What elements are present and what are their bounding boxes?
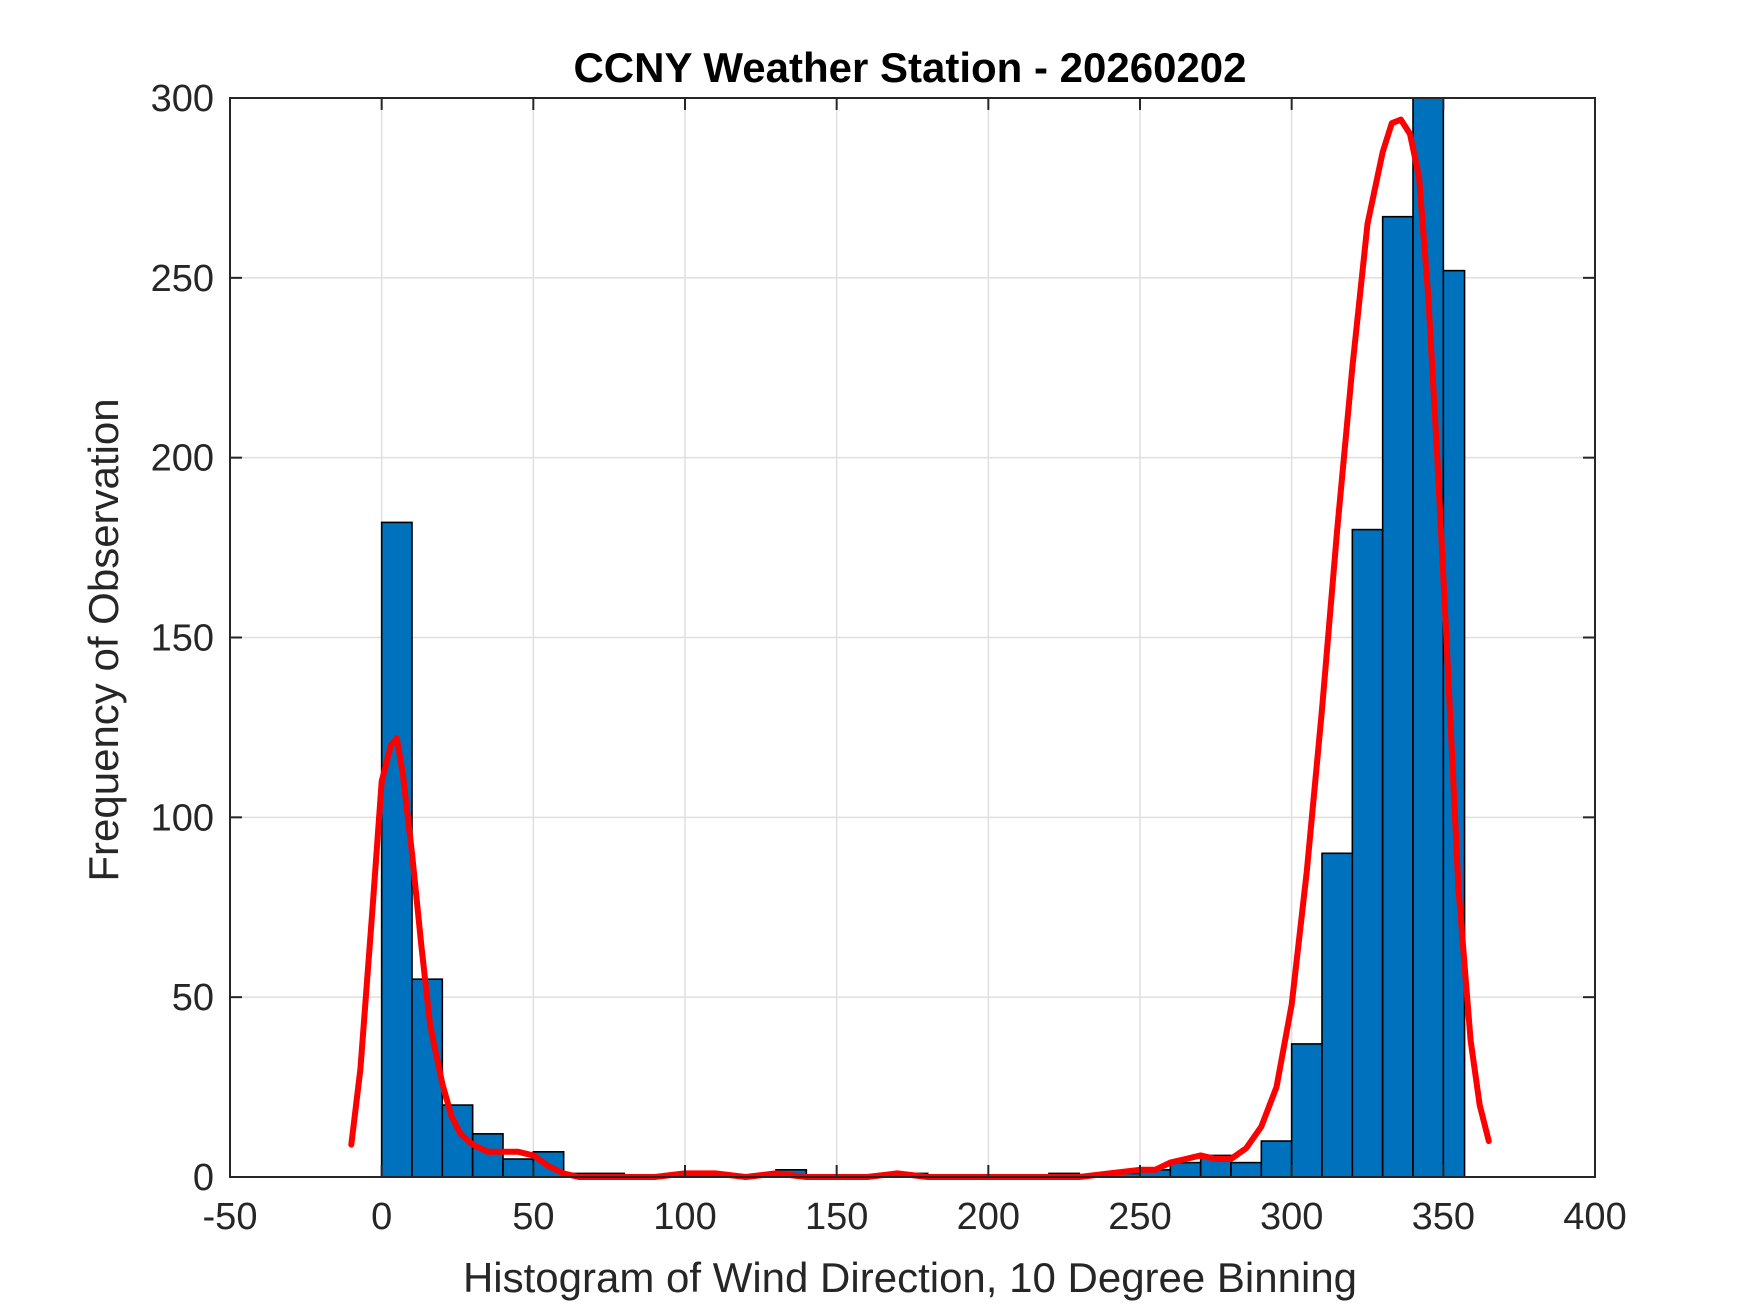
x-tick-label: 50 [512,1196,554,1238]
plot-area: -50 0 50 100 150 200 250 300 350 400 050100150200… [151,78,1627,1238]
y-tick-label: 150 [151,618,214,660]
y-tick-label: 50 [172,977,214,1019]
y-tick-label: 250 [151,258,214,300]
histogram-bar [1230,1161,1263,1178]
x-tick-label: 400 [1563,1196,1626,1238]
x-tick-label: 300 [1260,1196,1323,1238]
x-tick-label: 100 [653,1196,716,1238]
x-tick-label: 150 [805,1196,868,1238]
x-tick-label: -50 [203,1196,258,1238]
axis-ticks [229,97,1596,1178]
y-tick-label: 300 [151,78,214,120]
histogram-bar [1381,215,1414,1178]
histogram-bar [1321,852,1354,1178]
histogram-bar [441,1104,474,1178]
histogram-bar [1260,1140,1293,1178]
x-tick-label: 250 [1108,1196,1171,1238]
y-tick-label: 200 [151,438,214,480]
histogram-bar [1351,528,1384,1178]
x-tick-label: 0 [371,1196,392,1238]
y-tick-label: 100 [151,797,214,839]
histogram-bar [1290,1043,1323,1178]
x-tick-labels: -50 0 50 100 150 200 250 300 350 400 [203,1196,1627,1238]
chart-title: CCNY Weather Station - 20260202 [573,44,1246,91]
histogram-bar [471,1133,504,1178]
x-axis-label: Histogram of Wind Direction, 10 Degree B… [463,1254,1357,1301]
y-tick-label: 0 [193,1157,214,1199]
histogram-bar [1442,269,1466,1178]
y-axis-label: Frequency of Observation [80,398,127,881]
x-tick-label: 350 [1412,1196,1475,1238]
histogram-bars [380,97,1466,1178]
y-tick-labels: 0 50 100 150 200 250 300 [151,78,214,1199]
histogram-bar [502,1158,535,1178]
histogram-bar [380,521,413,1178]
histogram-bar [1169,1161,1202,1178]
x-tick-label: 200 [957,1196,1020,1238]
